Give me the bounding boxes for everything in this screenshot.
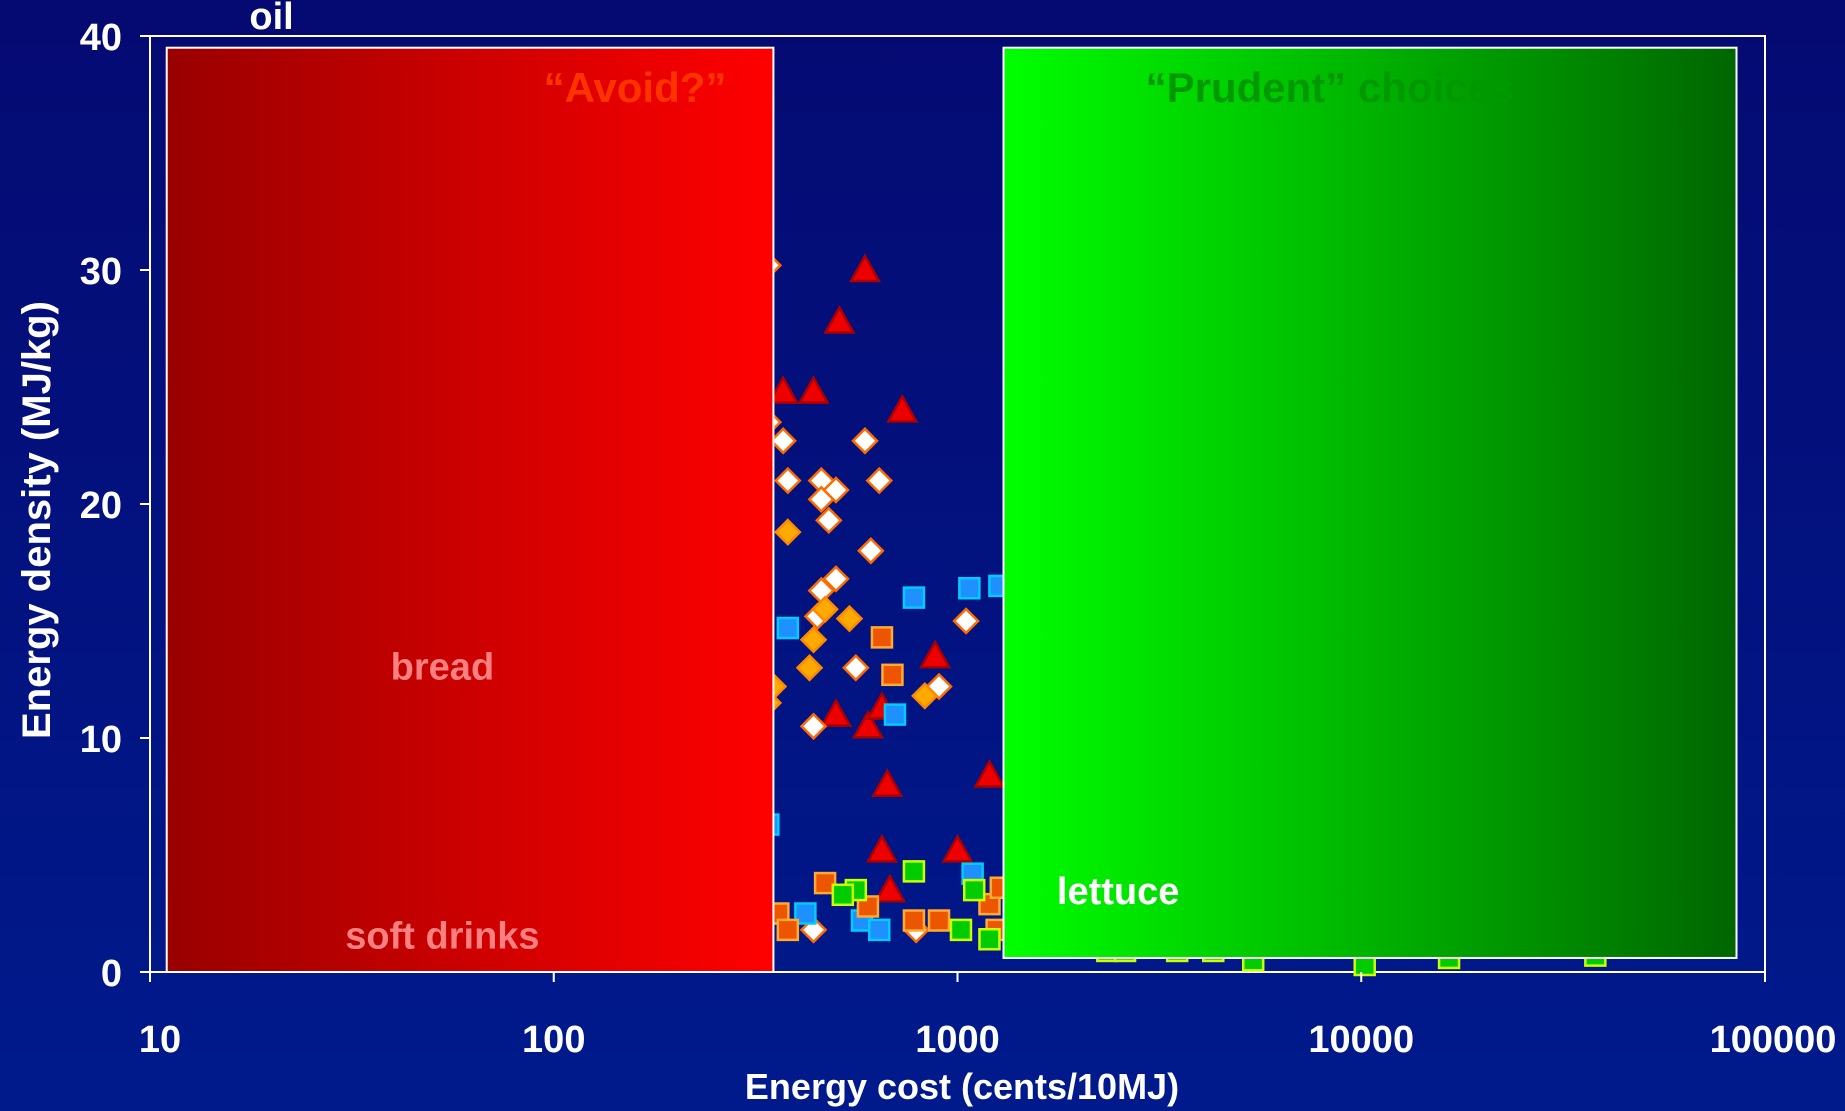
data-point-square — [776, 918, 800, 942]
x-tick-label: 10 — [139, 1019, 181, 1061]
data-point-triangle — [848, 253, 882, 283]
data-point-diamond — [842, 654, 870, 682]
data-point-triangle — [873, 873, 907, 903]
annotation-lettuce: lettuce — [1057, 871, 1179, 913]
y-tick-label: 20 — [80, 485, 122, 527]
data-point-diamond — [835, 604, 864, 633]
data-point-square — [927, 909, 951, 932]
prudent-region-label: “Prudent” choices — [1146, 64, 1515, 111]
data-point-square — [856, 895, 880, 918]
y-axis-label: Energy density (MJ/kg) — [15, 301, 59, 739]
x-axis-label: Energy cost (cents/10MJ) — [745, 1066, 1179, 1107]
data-point-diamond — [799, 625, 828, 654]
data-point-square — [958, 576, 981, 600]
data-point-triangle — [918, 639, 952, 669]
data-point-square — [902, 586, 926, 609]
data-point-square — [776, 616, 800, 640]
annotation-soft-drinks: soft drinks — [345, 916, 539, 958]
data-point-square — [867, 918, 891, 942]
data-point-square — [902, 860, 926, 883]
y-tick-label: 30 — [80, 251, 122, 293]
annotations: oil bread soft drinks lettuce — [249, 0, 1179, 958]
prudent-region — [1002, 46, 1738, 959]
data-point-diamond — [822, 565, 850, 593]
data-point-diamond — [811, 595, 839, 624]
x-tick-label: 10000 — [1308, 1019, 1414, 1061]
data-point-diamond — [795, 654, 824, 682]
data-point-triangle — [819, 698, 853, 727]
data-point-square — [883, 703, 907, 726]
data-point-diamond — [769, 427, 797, 455]
data-point-diamond — [815, 506, 843, 535]
avoid-region — [165, 46, 775, 973]
data-point-triangle — [871, 768, 904, 798]
data-point-triangle — [941, 833, 974, 863]
highlight-regions: “Avoid?” “Prudent” choices — [165, 46, 1738, 973]
data-point-diamond — [774, 518, 802, 546]
data-point-triangle — [767, 375, 800, 404]
annotation-bread: bread — [391, 647, 494, 689]
data-point-square — [902, 909, 926, 932]
data-point-diamond — [857, 537, 885, 565]
data-point-triangle — [851, 709, 885, 739]
data-point-triangle — [797, 375, 830, 404]
annotation-oil: oil — [249, 0, 293, 38]
data-point-triangle — [865, 833, 899, 863]
data-point-triangle — [973, 758, 1006, 788]
x-tick-label: 100000 — [1710, 1019, 1837, 1061]
axes: 10 100 1000 10000 100000 0 10 20 30 40 — [80, 17, 1837, 1061]
data-point-square — [962, 878, 986, 902]
x-tick-label: 1000 — [915, 1019, 1000, 1061]
data-point-square — [813, 871, 837, 895]
data-point-square — [949, 918, 973, 942]
avoid-region-label: “Avoid?” — [544, 64, 727, 111]
data-point-diamond — [851, 427, 879, 455]
data-point-diamond — [952, 607, 980, 635]
data-point-diamond — [822, 476, 850, 504]
data-point-triangle — [823, 304, 856, 334]
data-point-square — [870, 626, 894, 649]
data-point-square — [831, 883, 855, 907]
y-tick-label: 10 — [80, 719, 122, 761]
data-point-diamond — [911, 682, 939, 710]
y-tick-label: 40 — [80, 17, 122, 59]
data-point-square — [881, 663, 904, 687]
data-point-diamond — [865, 466, 894, 495]
data-point-diamond — [774, 466, 802, 495]
data-point-square — [794, 902, 817, 925]
data-point-diamond — [799, 712, 828, 741]
data-point-triangle — [886, 393, 919, 423]
x-tick-label: 100 — [522, 1019, 585, 1061]
y-tick-label: 0 — [101, 953, 122, 995]
data-point-square — [978, 927, 1001, 951]
